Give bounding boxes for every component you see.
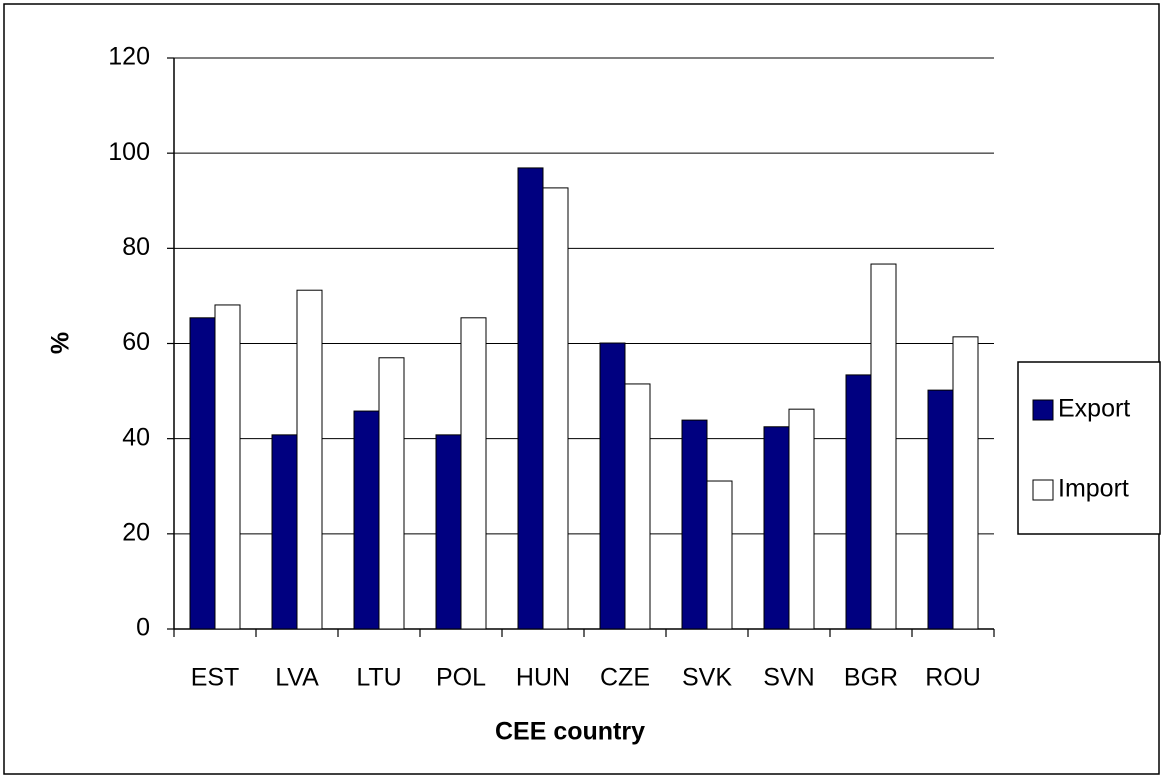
y-tick-label: 120	[108, 43, 150, 71]
legend-label: Import	[1058, 475, 1129, 503]
bar	[763, 426, 790, 630]
legend-swatch	[1032, 399, 1054, 421]
bar	[271, 434, 298, 630]
y-axis-label: %	[47, 332, 75, 354]
x-tick-label: LTU	[356, 664, 401, 692]
bar	[599, 342, 626, 630]
y-tick-label: 60	[122, 328, 150, 356]
x-tick-label: HUN	[516, 664, 570, 692]
bar	[542, 187, 569, 630]
bar	[788, 408, 815, 630]
bar	[681, 419, 708, 630]
bar	[870, 263, 897, 630]
y-tick-label: 0	[136, 614, 150, 642]
bar	[214, 304, 241, 630]
x-tick-label: CZE	[600, 664, 650, 692]
bar	[845, 374, 872, 630]
x-tick-label: POL	[436, 664, 486, 692]
legend-box	[1017, 361, 1161, 535]
bar	[927, 389, 954, 630]
bar	[378, 357, 405, 630]
legend-swatch	[1032, 479, 1054, 501]
x-tick-label: ROU	[925, 664, 981, 692]
y-tick-label: 100	[108, 138, 150, 166]
x-tick-label: SVN	[763, 664, 814, 692]
bar	[189, 317, 216, 630]
bar	[353, 410, 380, 630]
bar	[706, 480, 733, 630]
bar	[460, 317, 487, 630]
x-tick-label: EST	[191, 664, 240, 692]
x-tick-label: LVA	[275, 664, 319, 692]
bar	[435, 434, 462, 630]
y-tick-label: 80	[122, 233, 150, 261]
y-tick-label: 40	[122, 423, 150, 451]
bar	[624, 383, 651, 630]
x-tick-label: BGR	[844, 664, 898, 692]
chart-frame	[3, 3, 1160, 775]
legend-label: Export	[1058, 395, 1130, 423]
bar	[296, 289, 323, 630]
y-tick-label: 20	[122, 518, 150, 546]
bar	[952, 336, 979, 630]
x-axis-label: CEE country	[495, 718, 645, 746]
x-tick-label: SVK	[682, 664, 732, 692]
bar	[517, 167, 544, 630]
